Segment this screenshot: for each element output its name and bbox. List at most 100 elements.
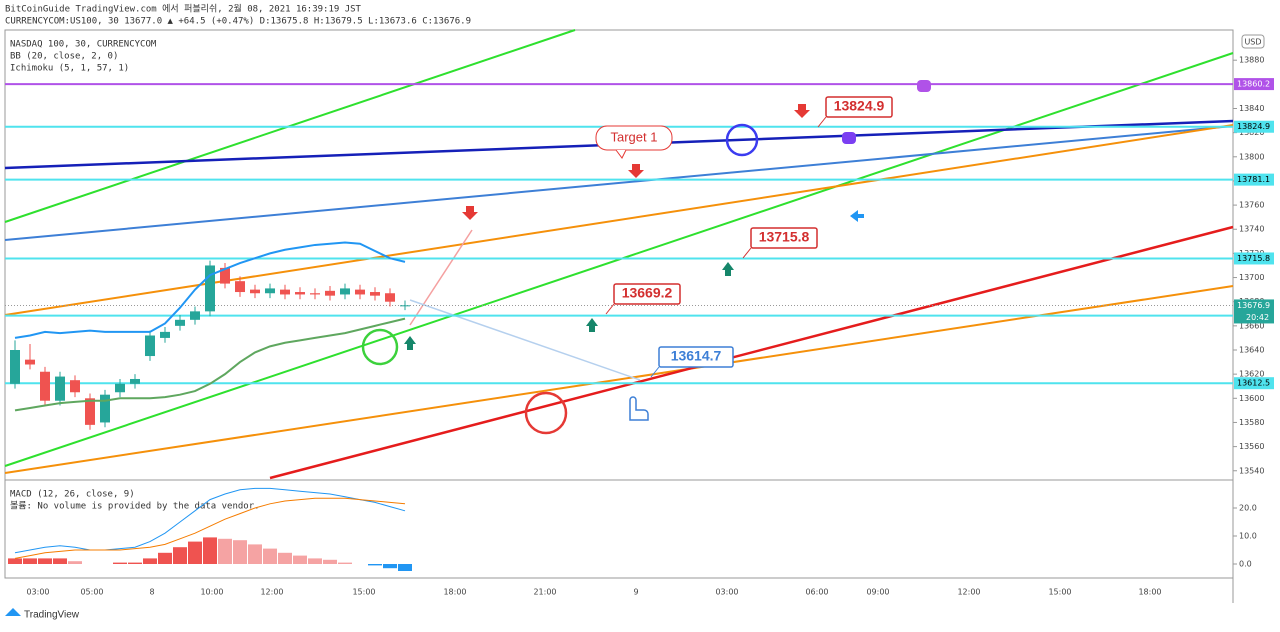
cow-icon [917,80,931,92]
callout-box [658,346,734,368]
y-tick-label: 13660 [1239,321,1264,330]
candle-body [175,319,185,326]
candle-body [400,305,410,307]
histogram-bar [113,562,127,564]
price-tag [1234,173,1274,186]
trend-line [4,125,1234,241]
price-tag-label: 13860.2 [1237,80,1270,89]
candle-body [55,376,65,401]
arrow-icon [850,210,864,222]
candle-body [85,398,95,425]
cow-icon [842,132,856,144]
candle-body [190,311,200,320]
y-tick-label: 10.0 [1239,532,1257,541]
candle-body [265,288,275,294]
currency-box [1241,34,1265,49]
candle-body [385,293,395,302]
y-tick-label: 0.0 [1239,560,1252,569]
x-tick-label: 03:00 [715,588,738,597]
candle-body [130,378,140,384]
callout-pointer [742,247,752,259]
candle-body [355,289,365,295]
candle-body [310,293,320,295]
histogram-bar [398,564,412,571]
sad-icon [524,391,568,435]
price-tag-label: 13781.1 [1237,175,1270,184]
histogram-bar [368,564,382,566]
callout-pointer [605,303,615,315]
volume-note: 볼륨: No volume is provided by the data ve… [10,501,260,512]
currency: USD [1244,38,1261,47]
smile-icon [725,123,759,157]
callout-pointer [817,116,827,128]
x-tick-label: 18:00 [443,588,466,597]
histogram-bar [188,541,202,564]
candle-body [100,394,110,423]
candle-body [340,288,350,295]
hand-icon [629,396,649,421]
histogram-bar [53,558,67,564]
bubble-tail [615,149,627,159]
price-tag [1234,299,1274,324]
histogram-bar [278,552,292,564]
logo [5,608,21,616]
callout-box [613,283,681,305]
chart-title: NASDAQ 100, 30, CURRENCYCOM [10,40,157,50]
histogram-bar [8,558,22,564]
header-title: BitCoinGuide TradingView.com 에서 퍼블리쉬, 2월… [5,3,362,15]
callout-label: 13614.7 [671,348,722,364]
candle-body [70,380,80,393]
header-quote: CURRENCYCOM:US100, 30 13677.0 ▲ +64.5 (+… [5,17,471,27]
price-tag [1234,78,1274,91]
x-tick-label: 12:00 [260,588,283,597]
y-tick-label: 13800 [1239,152,1264,161]
histogram-bar [263,548,277,564]
x-tick-label: 06:00 [805,588,828,597]
countdown: 20:42 [1246,313,1269,322]
y-tick-label: 13740 [1239,225,1264,234]
candle-body [115,383,125,393]
indicator-line [14,317,406,412]
histogram-bar [128,562,142,564]
y-tick-label: 13700 [1239,273,1264,282]
candle-body [295,292,305,295]
price-tag [1234,377,1274,390]
histogram-bar [158,552,172,564]
x-tick-label: 15:00 [352,588,375,597]
histogram-bar [383,564,397,569]
histogram-bar [233,540,247,564]
price-tag [1234,120,1274,133]
histogram-bar [143,558,157,564]
x-tick-label: 10:00 [200,588,223,597]
price-tag [1234,252,1274,265]
macd-title: MACD (12, 26, close, 9) [10,490,135,500]
callout-pointer [650,366,660,378]
y-tick-label: 13540 [1239,466,1264,475]
x-tick-label: 12:00 [957,588,980,597]
y-tick-label: 20.0 [1239,504,1257,513]
histogram-bar [38,558,52,564]
callout-box [825,96,893,118]
x-tick-label: 03:00 [26,588,49,597]
x-tick-label: 05:00 [80,588,103,597]
x-tick-label: 09:00 [866,588,889,597]
callout-label: 13669.2 [622,285,673,301]
candle-body [325,290,335,296]
y-tick-label: 13600 [1239,394,1264,403]
price-tag-label: 13676.9 [1237,301,1270,310]
x-tick-label: 15:00 [1048,588,1071,597]
histogram-bar [23,558,37,564]
candle-body [205,265,215,312]
price-tag-label: 13612.5 [1237,379,1270,388]
y-tick-label: 13640 [1239,346,1264,355]
trend-lines [4,29,1234,480]
trend-line [4,285,1234,474]
indicator-line [14,497,406,559]
histogram-bar [323,559,337,564]
target-label: Target 1 [611,129,658,144]
candle-body [10,350,20,384]
histogram-bar [218,538,232,564]
y-tick-label: 13880 [1239,56,1264,65]
